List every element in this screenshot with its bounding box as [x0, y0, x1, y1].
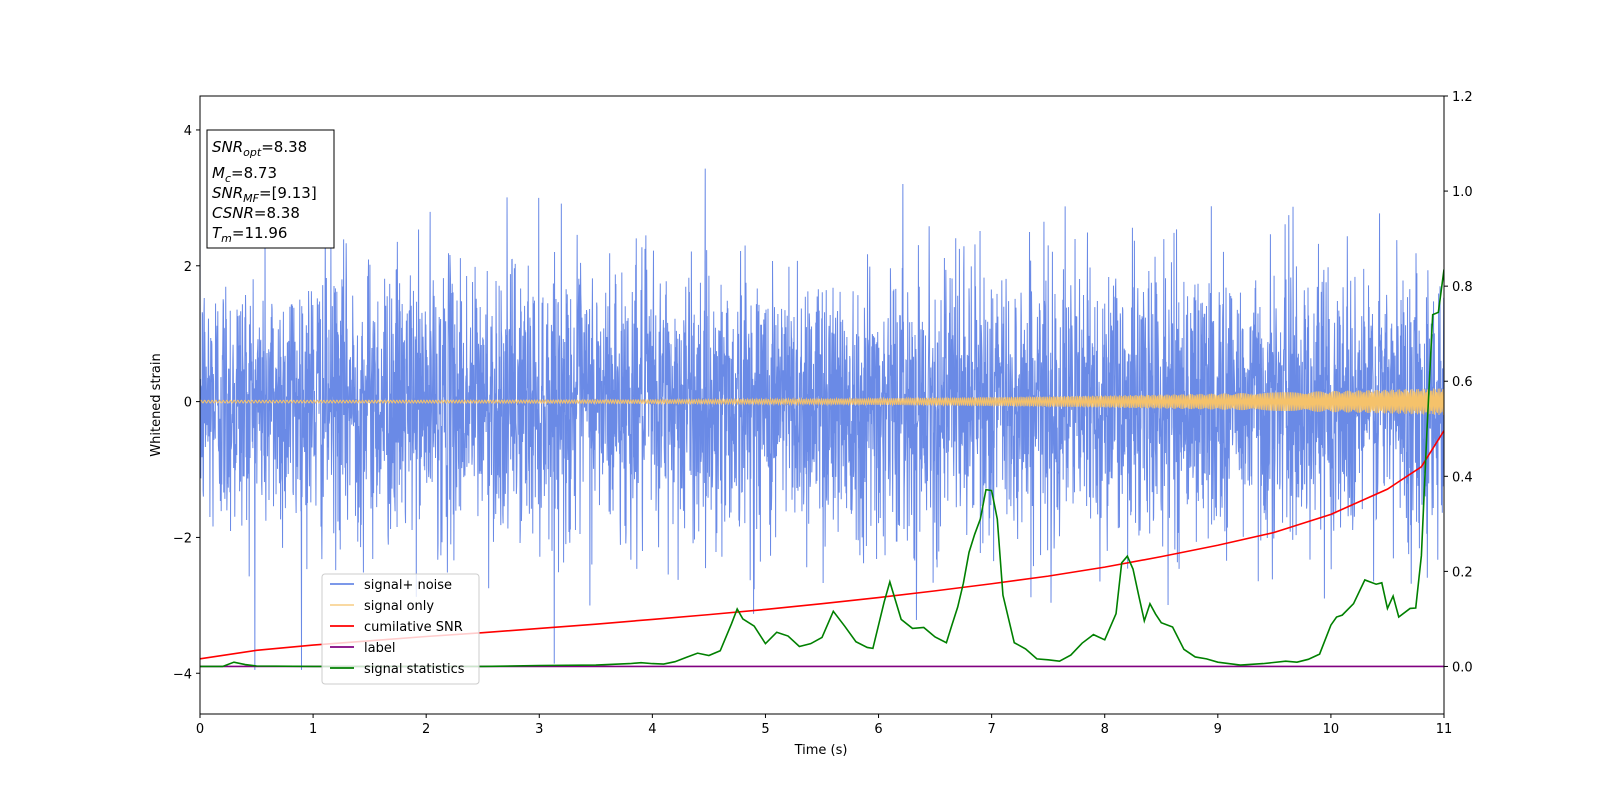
- legend-frame: [321, 573, 480, 685]
- info-box-frame: [206, 129, 335, 249]
- info-csnr: CSNR=8.38: [212, 204, 300, 222]
- x-tick-label: 0: [196, 722, 204, 737]
- x-tick-label: 4: [648, 722, 656, 737]
- x-tick-label: 3: [535, 722, 543, 737]
- y-tick-label: −2: [173, 531, 192, 546]
- x-axis-label: Time (s): [794, 743, 848, 758]
- y2-tick-label: 1.0: [1452, 185, 1473, 200]
- legend: signal+ noise signal only cumilative SNR la…: [321, 573, 480, 685]
- x-tick-label: 7: [987, 722, 995, 737]
- y2-tick-label: 0.0: [1452, 660, 1473, 675]
- series-signal-only: [200, 388, 1444, 416]
- legend-label: signal statistics: [364, 662, 465, 677]
- legend-items: signal+ noise signal only cumilative SNR la…: [330, 578, 465, 677]
- legend-label: signal only: [364, 599, 434, 614]
- info-box: SNRopt=8.38 Mc=8.73 SNRMF=[9.13] CSNR=8.…: [206, 129, 335, 249]
- x-tick-label: 11: [1436, 722, 1453, 737]
- y-tick-label: 2: [184, 260, 192, 275]
- y2-tick-label: 0.6: [1452, 375, 1473, 390]
- y2-tick-label: 0.8: [1452, 280, 1473, 295]
- y-tick-label: 0: [184, 396, 192, 411]
- legend-label: label: [364, 641, 395, 656]
- x-tick-label: 6: [874, 722, 882, 737]
- info-snr-opt: SNRopt=8.38: [212, 138, 307, 159]
- info-tm: Tm=11.96: [212, 224, 287, 245]
- y-tick-label: 4: [184, 124, 192, 139]
- y2-tick-label: 0.4: [1452, 470, 1473, 485]
- legend-label: cumilative SNR: [364, 620, 463, 635]
- legend-label: signal+ noise: [364, 578, 452, 593]
- plot-frame: [199, 95, 1445, 715]
- x-tick-label: 8: [1101, 722, 1109, 737]
- axes-layer: 0 1 2 3 4 5 6 7 8 9 10 11 −4 −2 0 2 4 0.0 0.2 0.4 0.6 0.8 1.0 1…: [173, 90, 1473, 737]
- info-mc: Mc=8.73: [212, 164, 277, 185]
- y2-tick-label: 0.2: [1452, 565, 1473, 580]
- x-tick-label: 9: [1214, 722, 1222, 737]
- x-tick-label: 5: [761, 722, 769, 737]
- x-tick-label: 1: [309, 722, 317, 737]
- x-tick-label: 10: [1323, 722, 1340, 737]
- series-signal-statistics: [200, 269, 1444, 668]
- y2-tick-label: 1.2: [1452, 90, 1473, 105]
- info-snr-mf: SNRMF=[9.13]: [212, 184, 317, 205]
- x-tick-label: 2: [422, 722, 430, 737]
- y-tick-label: −4: [173, 667, 192, 682]
- y-axis-label: Whitened strain: [149, 353, 164, 456]
